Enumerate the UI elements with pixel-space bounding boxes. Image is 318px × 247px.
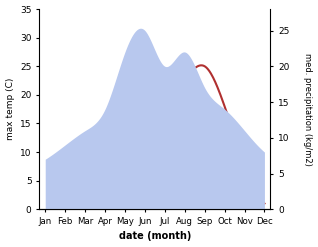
Y-axis label: max temp (C): max temp (C) [5,78,15,140]
Y-axis label: med. precipitation (kg/m2): med. precipitation (kg/m2) [303,53,313,165]
X-axis label: date (month): date (month) [119,231,191,242]
